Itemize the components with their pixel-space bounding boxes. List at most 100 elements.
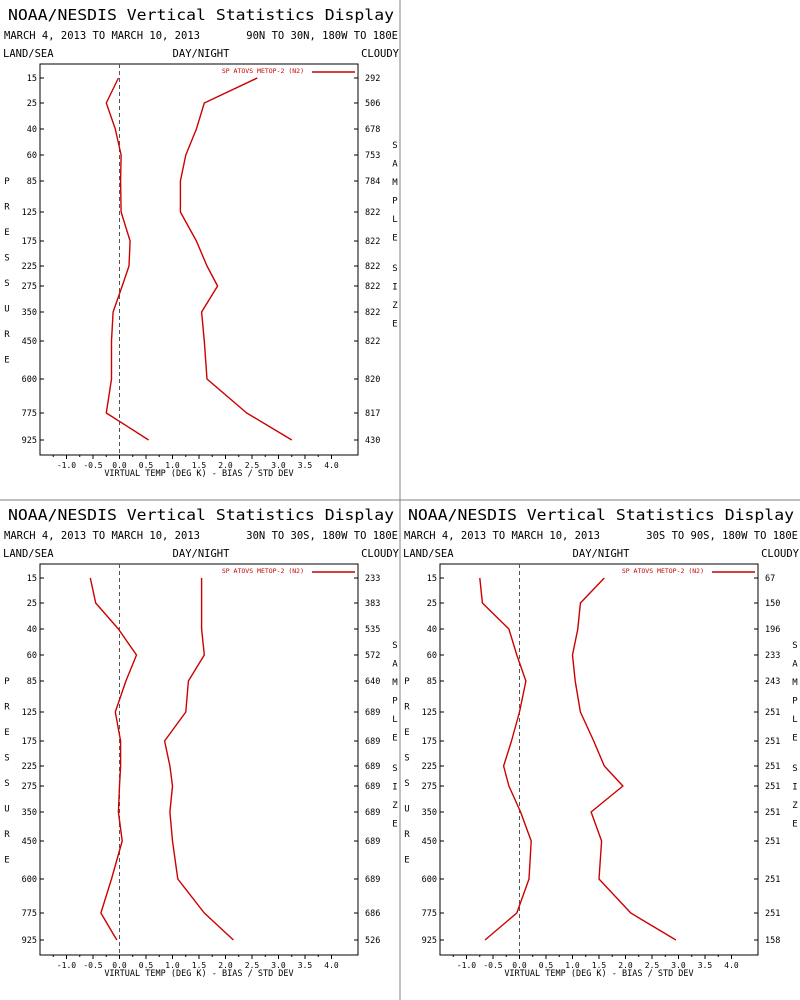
pressure-label: 15	[27, 574, 37, 584]
pressure-side-letter: S	[404, 779, 409, 789]
x-tick-label: -1.0	[457, 961, 476, 970]
pressure-side-letter: S	[4, 779, 9, 789]
sample-side-letter: E	[392, 320, 397, 330]
sample-side-letter: A	[392, 160, 398, 170]
sample-size-label: 822	[365, 337, 380, 347]
sample-size-label: 506	[365, 99, 380, 109]
pressure-side-letter: R	[4, 203, 10, 213]
pressure-label: 775	[22, 909, 37, 919]
sample-size-label: 158	[765, 936, 780, 946]
region-label: 30S TO 90S, 180W TO 180E	[646, 530, 798, 542]
sample-side-letter: A	[392, 660, 398, 670]
sample-side-letter: L	[392, 715, 397, 725]
pressure-side-letter: E	[4, 228, 9, 238]
sample-size-label: 251	[765, 909, 780, 919]
cloudy-label: CLOUDY	[361, 48, 400, 60]
cloudy-label: CLOUDY	[761, 548, 800, 560]
sample-side-letter: I	[392, 783, 397, 793]
cloudy-label: CLOUDY	[361, 548, 400, 560]
x-tick-label: 4.0	[724, 961, 739, 970]
pressure-label: 275	[422, 782, 437, 792]
x-tick-label: -0.5	[83, 961, 102, 970]
std-dev-line	[571, 577, 677, 941]
sample-size-label: 822	[365, 282, 380, 292]
sample-size-label: 251	[765, 808, 780, 818]
sample-side-letter: S	[792, 764, 797, 774]
pressure-label: 775	[22, 409, 37, 419]
date-range: MARCH 4, 2013 TO MARCH 10, 2013	[4, 30, 200, 42]
sample-size-label: 535	[365, 625, 380, 635]
x-axis-label: VIRTUAL TEMP (DEG K) - BIAS / STD DEV	[504, 969, 693, 979]
std-dev-line	[179, 77, 293, 441]
chart-title: NOAA/NESDIS Vertical Statistics Display	[8, 6, 394, 24]
pressure-label: 225	[422, 762, 437, 772]
sample-size-label: 430	[365, 436, 380, 446]
pressure-side-letter: E	[404, 728, 409, 738]
sample-side-letter: Z	[392, 801, 398, 811]
x-tick-label: 4.0	[324, 961, 339, 970]
pressure-side-letter: P	[4, 677, 10, 687]
pressure-side-letter: R	[404, 830, 410, 840]
legend-label: SP ATOVS METOP-2 (N2)	[222, 567, 304, 575]
sample-side-letter: S	[392, 264, 397, 274]
pressure-label: 60	[27, 151, 37, 161]
pressure-side-letter: P	[4, 177, 10, 187]
sample-size-label: 251	[765, 875, 780, 885]
x-tick-label: 0.0	[112, 961, 127, 970]
pressure-side-letter: U	[404, 805, 409, 815]
sample-size-label: 292	[365, 74, 380, 84]
x-tick-label: 3.5	[698, 961, 713, 970]
sample-size-label: 640	[365, 677, 380, 687]
x-tick-label: -1.0	[57, 961, 76, 970]
x-tick-label: 1.5	[192, 961, 207, 970]
pressure-label: 25	[427, 599, 437, 609]
sample-size-label: 822	[365, 237, 380, 247]
sample-side-letter: S	[792, 641, 797, 651]
pressure-label: 175	[422, 737, 437, 747]
std-dev-line	[163, 578, 234, 941]
x-tick-label: 2.0	[618, 961, 633, 970]
sample-size-label: 572	[365, 651, 380, 661]
x-axis-label: VIRTUAL TEMP (DEG K) - BIAS / STD DEV	[104, 969, 293, 979]
land-sea-label: LAND/SEA	[403, 548, 454, 560]
pressure-label: 125	[422, 708, 437, 718]
sample-side-letter: A	[792, 660, 798, 670]
x-tick-label: 2.0	[218, 461, 233, 470]
pressure-label: 60	[27, 651, 37, 661]
sample-side-letter: P	[392, 697, 398, 707]
pressure-label: 175	[22, 237, 37, 247]
pressure-label: 85	[27, 177, 37, 187]
x-tick-label: 2.5	[645, 961, 660, 970]
sample-size-label: 383	[365, 599, 380, 609]
pressure-label: 275	[22, 282, 37, 292]
sample-size-label: 689	[365, 837, 380, 847]
pressure-side-letter: R	[4, 703, 10, 713]
sample-size-label: 686	[365, 909, 380, 919]
x-tick-label: 3.0	[271, 961, 286, 970]
sample-side-letter: M	[392, 678, 398, 688]
sample-side-letter: E	[792, 820, 797, 830]
pressure-side-letter: E	[4, 728, 9, 738]
sample-side-letter: E	[392, 820, 397, 830]
pressure-label: 15	[27, 74, 37, 84]
pressure-side-letter: R	[404, 703, 410, 713]
pressure-label: 125	[22, 208, 37, 218]
sample-size-label: 526	[365, 936, 380, 946]
plot-frame	[39, 563, 359, 956]
panel-north-extratropics: NOAA/NESDIS Vertical Statistics Display M…	[3, 6, 400, 479]
day-night-label: DAY/NIGHT	[173, 48, 231, 60]
sample-side-letter: Z	[792, 801, 798, 811]
sample-side-letter: E	[392, 734, 397, 744]
sample-size-label: 689	[365, 782, 380, 792]
pressure-side-letter: S	[4, 279, 9, 289]
sample-size-label: 689	[365, 737, 380, 747]
sample-size-label: 251	[765, 837, 780, 847]
region-label: 30N TO 30S, 180W TO 180E	[246, 530, 398, 542]
date-range: MARCH 4, 2013 TO MARCH 10, 2013	[4, 530, 200, 542]
sample-side-letter: P	[392, 197, 398, 207]
date-range: MARCH 4, 2013 TO MARCH 10, 2013	[404, 530, 600, 542]
day-night-label: DAY/NIGHT	[573, 548, 631, 560]
pressure-label: 350	[22, 808, 37, 818]
sample-size-label: 233	[365, 574, 380, 584]
pressure-label: 350	[422, 808, 437, 818]
